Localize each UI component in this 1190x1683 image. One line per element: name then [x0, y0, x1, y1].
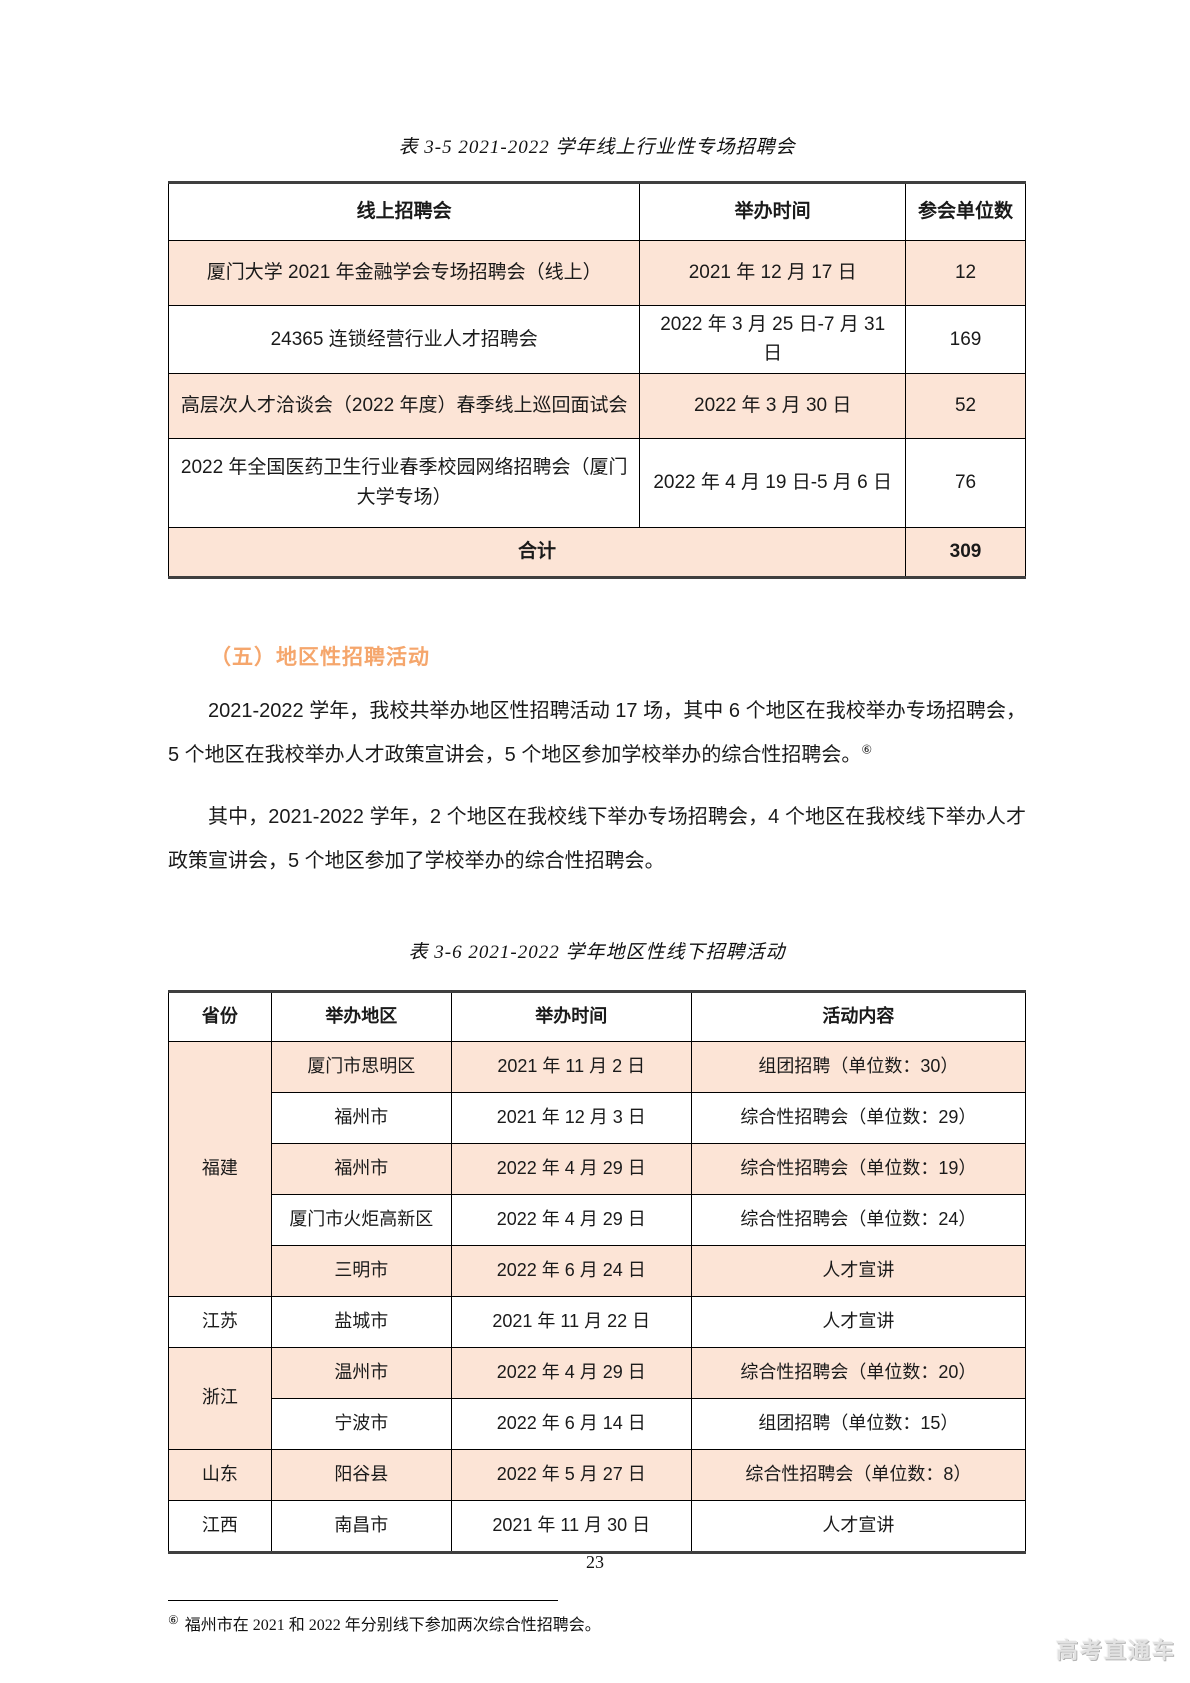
column-header-fair-name: 线上招聘会	[167, 182, 641, 241]
time-cell: 2022 年 6 月 24 日	[450, 1244, 692, 1297]
time-cell: 2022 年 4 月 29 日	[450, 1142, 692, 1195]
activity-cell: 综合性招聘会（单位数：19）	[690, 1142, 1027, 1195]
footnote-body: 福州市在 2021 和 2022 年分别线下参加两次综合性招聘会。	[184, 1616, 601, 1634]
time-cell: 2022 年 4 月 29 日	[450, 1346, 692, 1399]
table-row: 三明市 2022 年 6 月 24 日 人才宣讲	[169, 1244, 1027, 1297]
fair-name-cell: 厦门大学 2021 年金融学会专场招聘会（线上）	[167, 240, 641, 306]
table-row: 江西 南昌市 2021 年 11 月 30 日 人才宣讲	[168, 1499, 1027, 1553]
area-cell: 宁波市	[270, 1397, 452, 1450]
activity-cell: 综合性招聘会（单位数：29）	[690, 1091, 1027, 1144]
fair-name-cell: 24365 连锁经营行业人才招聘会	[167, 305, 641, 374]
fair-name-cell: 高层次人才洽谈会（2022 年度）春季线上巡回面试会	[167, 372, 641, 439]
table-row: 宁波市 2022 年 6 月 14 日 组团招聘（单位数：15）	[169, 1397, 1027, 1450]
table-row: 浙江 温州市 2022 年 4 月 29 日 综合性招聘会（单位数：20）	[168, 1346, 1027, 1450]
table-row: 厦门大学 2021 年金融学会专场招聘会（线上） 2021 年 12 月 17 …	[167, 240, 1026, 306]
column-header-time: 举办时间	[639, 182, 907, 241]
fair-time-cell: 2022 年 3 月 30 日	[639, 372, 907, 439]
province-cell: 福建	[168, 1040, 272, 1297]
fair-time-cell: 2022 年 4 月 19 日-5 月 6 日	[639, 437, 907, 528]
unit-count-cell: 76	[905, 437, 1026, 528]
table-row: 江苏 盐城市 2021 年 11 月 22 日 人才宣讲	[168, 1295, 1027, 1348]
footnote-text: ⑥ 福州市在 2021 和 2022 年分别线下参加两次综合性招聘会。	[168, 1611, 1026, 1635]
activity-cell: 人才宣讲	[690, 1244, 1027, 1297]
unit-count-cell: 52	[905, 372, 1026, 439]
section-heading: （五）地区性招聘活动	[210, 645, 430, 669]
column-header-time: 举办时间	[450, 990, 692, 1042]
table-total-row: 合计 309	[167, 526, 1026, 578]
column-header-activity: 活动内容	[690, 990, 1027, 1042]
area-cell: 盐城市	[270, 1295, 452, 1348]
footnote: ⑥ 福州市在 2021 和 2022 年分别线下参加两次综合性招聘会。	[168, 1599, 1026, 1635]
table-3-6-title: 表 3-6 2021-2022 学年地区性线下招聘活动	[408, 941, 786, 963]
province-cell: 江西	[168, 1499, 272, 1553]
table-row: 福建 厦门市思明区 2021 年 11 月 2 日 组团招聘（单位数：30）	[168, 1040, 1027, 1297]
area-cell: 南昌市	[270, 1499, 452, 1553]
activity-cell: 组团招聘（单位数：15）	[690, 1397, 1027, 1450]
activity-cell: 综合性招聘会（单位数：24）	[690, 1193, 1027, 1246]
body-paragraph-1: 2021-2022 学年，我校共举办地区性招聘活动 17 场，其中 6 个地区在…	[168, 689, 1026, 777]
fair-time-cell: 2021 年 12 月 17 日	[639, 240, 907, 306]
time-cell: 2022 年 5 月 27 日	[450, 1448, 692, 1501]
page-content: 表 3-5 2021-2022 学年线上行业性专场招聘会 线上招聘会 举办时间 …	[167, 132, 1027, 1635]
table-3-5-online-fairs: 线上招聘会 举办时间 参会单位数 厦门大学 2021 年金融学会专场招聘会（线上…	[167, 181, 1026, 579]
total-label-cell: 合计	[167, 526, 907, 578]
total-value-cell: 309	[905, 526, 1026, 578]
footnote-reference-mark: ⑥	[861, 742, 873, 757]
paragraph-text: 2021-2022 学年，我校共举办地区性招聘活动 17 场，其中 6 个地区在…	[168, 699, 1026, 766]
unit-count-cell: 169	[905, 305, 1026, 374]
time-cell: 2021 年 11 月 2 日	[450, 1040, 692, 1093]
column-header-province: 省份	[168, 990, 272, 1042]
table-3-5-title: 表 3-5 2021-2022 学年线上行业性专场招聘会	[398, 137, 796, 158]
table-row: 厦门市火炬高新区 2022 年 4 月 29 日 综合性招聘会（单位数：24）	[169, 1193, 1027, 1246]
time-cell: 2022 年 6 月 14 日	[450, 1397, 692, 1450]
fair-time-cell: 2022 年 3 月 25 日-7 月 31 日	[639, 305, 907, 374]
activity-cell: 综合性招聘会（单位数：20）	[690, 1346, 1027, 1399]
province-cell: 山东	[168, 1448, 272, 1501]
table-row: 福州市 2022 年 4 月 29 日 综合性招聘会（单位数：19）	[169, 1142, 1027, 1195]
activity-cell: 组团招聘（单位数：30）	[690, 1040, 1027, 1093]
table-row: 2022 年全国医药卫生行业春季校园网络招聘会（厦门大学专场） 2022 年 4…	[167, 437, 1026, 528]
activity-cell: 综合性招聘会（单位数：8）	[690, 1448, 1027, 1501]
footnote-separator-rule	[168, 1599, 558, 1601]
table-header-row: 线上招聘会 举办时间 参会单位数	[167, 182, 1026, 241]
area-cell: 福州市	[270, 1142, 452, 1195]
activity-cell: 人才宣讲	[690, 1295, 1027, 1348]
table-row: 24365 连锁经营行业人才招聘会 2022 年 3 月 25 日-7 月 31…	[167, 305, 1026, 374]
column-header-area: 举办地区	[270, 990, 452, 1042]
area-cell: 温州市	[270, 1346, 452, 1399]
time-cell: 2021 年 11 月 30 日	[450, 1499, 692, 1553]
time-cell: 2021 年 12 月 3 日	[450, 1091, 692, 1144]
time-cell: 2022 年 4 月 29 日	[450, 1193, 692, 1246]
area-cell: 厦门市火炬高新区	[270, 1193, 452, 1246]
body-paragraph-2: 其中，2021-2022 学年，2 个地区在我校线下举办专场招聘会，4 个地区在…	[168, 805, 1026, 872]
footnote-mark: ⑥	[168, 1612, 179, 1627]
table-row: 山东 阳谷县 2022 年 5 月 27 日 综合性招聘会（单位数：8）	[168, 1448, 1027, 1501]
column-header-unit-count: 参会单位数	[905, 182, 1026, 241]
area-cell: 阳谷县	[270, 1448, 452, 1501]
page-number: 23	[586, 1552, 604, 1572]
province-cell: 江苏	[168, 1295, 272, 1348]
fair-name-cell: 2022 年全国医药卫生行业春季校园网络招聘会（厦门大学专场）	[167, 437, 641, 528]
table-header-row: 省份 举办地区 举办时间 活动内容	[168, 990, 1027, 1042]
activity-cell: 人才宣讲	[690, 1499, 1027, 1553]
time-cell: 2021 年 11 月 22 日	[450, 1295, 692, 1348]
area-cell: 厦门市思明区	[270, 1040, 452, 1093]
table-3-6-regional-activities: 省份 举办地区 举办时间 活动内容 福建 厦门市思明区 2021 年 11 月 …	[168, 989, 1027, 1554]
watermark-text: 高考直通车	[1055, 1638, 1176, 1663]
table-row: 福州市 2021 年 12 月 3 日 综合性招聘会（单位数：29）	[169, 1091, 1027, 1144]
unit-count-cell: 12	[905, 240, 1026, 306]
province-cell: 浙江	[168, 1346, 272, 1450]
table-row: 高层次人才洽谈会（2022 年度）春季线上巡回面试会 2022 年 3 月 30…	[167, 372, 1026, 439]
area-cell: 福州市	[270, 1091, 452, 1144]
area-cell: 三明市	[270, 1244, 452, 1297]
